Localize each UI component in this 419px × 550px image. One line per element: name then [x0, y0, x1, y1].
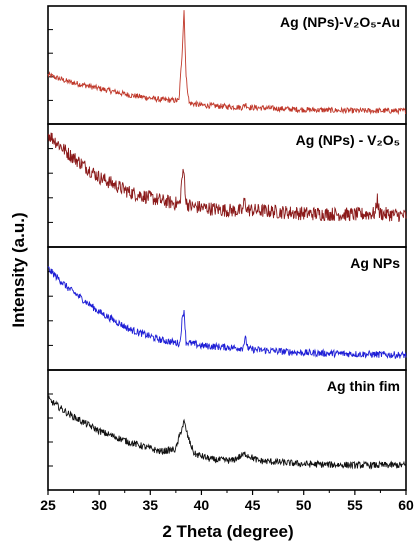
x-tick-label: 35	[142, 497, 158, 513]
series-line-1	[47, 10, 407, 116]
x-tick-label: 40	[194, 497, 210, 513]
series-label-3: Ag NPs	[350, 255, 400, 271]
series-label-4: Ag thin fim	[327, 378, 400, 394]
x-axis: 25 30 35 40 45 50 55 60	[40, 490, 414, 513]
x-tick-label: 50	[296, 497, 312, 513]
x-tick-label: 30	[91, 497, 107, 513]
x-tick-label: 55	[347, 497, 363, 513]
x-tick-label: 25	[40, 497, 56, 513]
series-label-1: Ag (NPs)-V₂O₅-Au	[280, 14, 400, 30]
x-axis-label: 2 Theta (degree)	[162, 522, 293, 541]
x-tick-label: 45	[245, 497, 261, 513]
series-line-4	[47, 394, 407, 470]
y-axis-label: Intensity (a.u.)	[9, 212, 28, 327]
series-line-3	[47, 266, 407, 359]
panels-group: Ag (NPs)-V₂O₅-Au Ag (NPs) - V₂O₅ Ag NPs Ag …	[47, 5, 407, 491]
series-label-2: Ag (NPs) - V₂O₅	[296, 132, 400, 148]
series-line-2	[47, 132, 407, 223]
x-tick-label: 60	[398, 497, 414, 513]
